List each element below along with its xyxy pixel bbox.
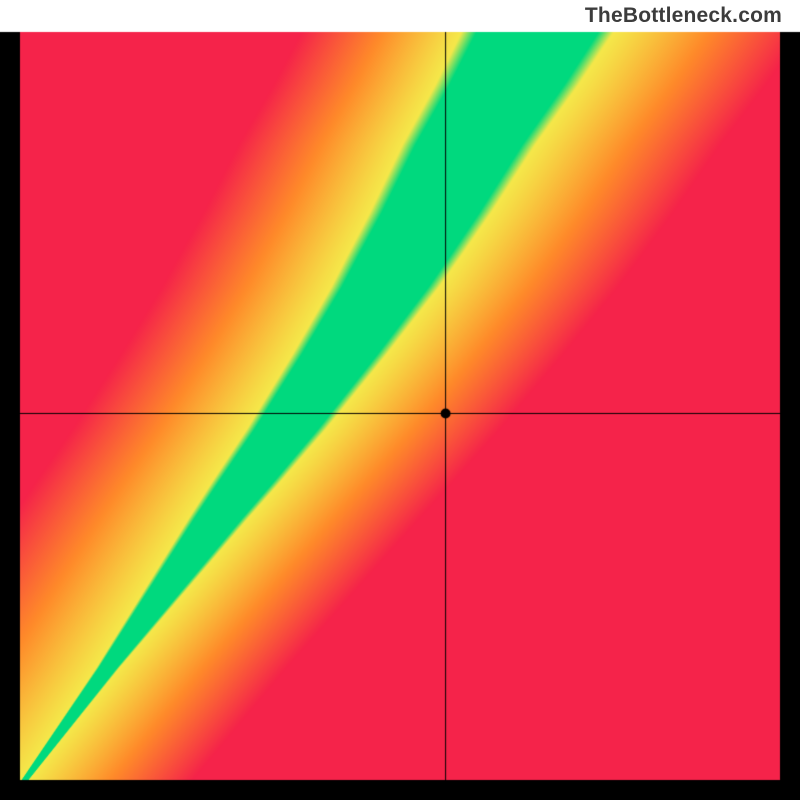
watermark-text: TheBottleneck.com [585, 4, 782, 28]
heatmap-canvas [0, 0, 800, 800]
chart-container: TheBottleneck.com [0, 0, 800, 800]
